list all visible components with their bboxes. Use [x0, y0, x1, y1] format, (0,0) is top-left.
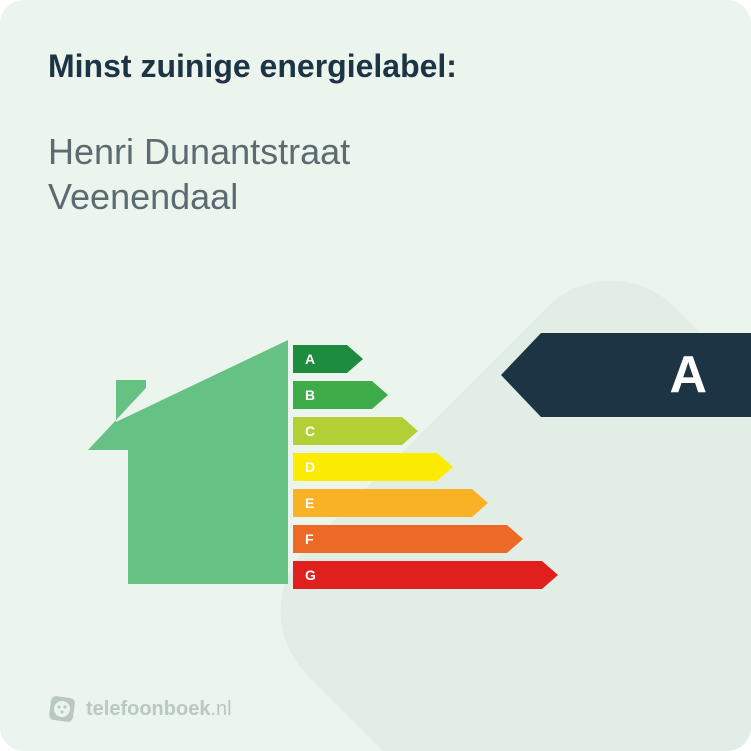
energy-bar-label: B: [305, 387, 315, 403]
energy-bar-d: D: [293, 453, 558, 481]
rating-letter: A: [669, 345, 707, 405]
card-content: Minst zuinige energielabel: Henri Dunant…: [48, 48, 703, 589]
energy-bar-label: C: [305, 423, 315, 439]
energy-bar-f: F: [293, 525, 558, 553]
energy-bar-label: G: [305, 567, 316, 583]
brand-icon: [48, 695, 76, 723]
energy-bar-label: F: [305, 531, 314, 547]
brand-tld: .nl: [210, 698, 231, 720]
address-city: Veenendaal: [48, 174, 703, 219]
brand-text: telefoonboek.nl: [86, 698, 232, 721]
address-block: Henri Dunantstraat Veenendaal: [48, 129, 703, 219]
energy-bar-g: G: [293, 561, 558, 589]
energy-bar-e: E: [293, 489, 558, 517]
footer-brand: telefoonboek.nl: [48, 695, 232, 723]
card-title: Minst zuinige energielabel:: [48, 48, 703, 85]
address-street: Henri Dunantstraat: [48, 129, 703, 174]
brand-name: telefoonboek: [86, 698, 210, 720]
energy-label-card: Minst zuinige energielabel: Henri Dunant…: [0, 0, 751, 751]
energy-diagram: A B C D E F G: [48, 289, 703, 589]
energy-bar-label: D: [305, 459, 315, 475]
energy-bar-c: C: [293, 417, 558, 445]
house-icon: [88, 340, 288, 589]
rating-badge: A: [501, 333, 751, 417]
energy-bar-label: E: [305, 495, 314, 511]
energy-bar-label: A: [305, 351, 315, 367]
